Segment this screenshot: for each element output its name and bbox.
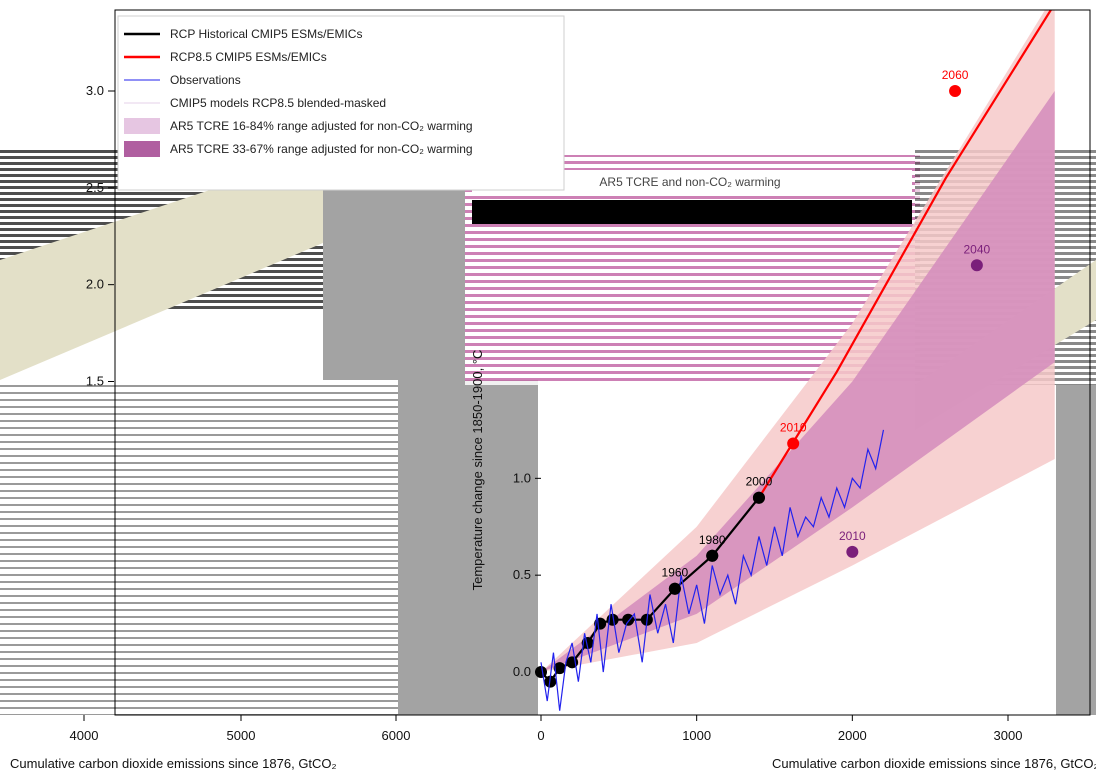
series-point-hist-1 [544, 675, 557, 688]
legend-swatch-5 [124, 141, 160, 157]
tcre-bands [541, 10, 1055, 672]
band-33-67% [541, 91, 1055, 672]
year-marker-label-3: 2010 [780, 420, 807, 434]
series-point-hist-4 [581, 636, 594, 649]
y-tick-label-6: 3.0 [86, 83, 104, 98]
legend-label-1: RCP8.5 CMIP5 ESMs/EMICs [170, 50, 327, 64]
year-marker-label-5: 2040 [964, 242, 991, 256]
glitch-black-bar [472, 200, 912, 224]
x-tick-label-2: 2000 [838, 728, 867, 743]
legend: RCP Historical CMIP5 ESMs/EMICs RCP8.5 CM… [117, 15, 565, 191]
annotation-label: AR5 TCRE and non-CO₂ warming [599, 175, 780, 189]
legend-box [117, 15, 565, 191]
year-markers: 1960 1980 2000 2010 2060 2040 2010 [662, 68, 991, 595]
glitch-grey-block [323, 155, 465, 380]
x-tick-left-label-1: 5000 [227, 728, 256, 743]
series-point-hist-7 [622, 613, 635, 626]
y-tick-label-5: 2.5 [86, 180, 104, 195]
year-marker-dot-2 [752, 491, 765, 504]
year-marker-label-1: 1980 [699, 533, 726, 547]
x-tick-label-3: 3000 [994, 728, 1023, 743]
y-axis-label: Temperature change since 1850-1900, °C [470, 350, 485, 591]
year-marker-dot-0 [668, 582, 681, 595]
legend-label-5: AR5 TCRE 33-67% range adjusted for non-C… [170, 142, 473, 156]
y-tick-label-2: 1.0 [513, 470, 531, 485]
x-tick-label-0: 0 [537, 728, 544, 743]
x-tick-label-1: 1000 [682, 728, 711, 743]
x-axis-label-left-fragment: Cumulative carbon dioxide emissions sinc… [10, 756, 337, 771]
x-tick-left-label-2: 6000 [382, 728, 411, 743]
year-marker-dot-4 [949, 85, 962, 97]
y-tick-label-4: 2.0 [86, 277, 104, 292]
glitch-stripes-left [0, 380, 400, 715]
y-tick-label-0: 0.0 [513, 664, 531, 679]
x-axis-label: Cumulative carbon dioxide emissions sinc… [772, 756, 1096, 771]
band-16-84% [541, 10, 1055, 672]
year-marker-label-6: 2010 [839, 529, 866, 543]
series-line-2 [540, 429, 885, 711]
year-marker-dot-5 [970, 259, 983, 272]
year-marker-label-4: 2060 [942, 68, 969, 82]
year-marker-dot-6 [846, 545, 859, 558]
glitch-annotation-box [472, 170, 912, 192]
series-line-1 [757, 10, 1053, 499]
legend-label-3: CMIP5 models RCP8.5 blended-masked [170, 96, 386, 110]
glitch-grey-column [398, 380, 538, 715]
plot-frame [114, 9, 1091, 716]
x-axis-ticks-left-fragment: 4000 5000 6000 [70, 715, 411, 743]
legend-label-2: Observations [170, 73, 241, 87]
x-tick-left-label-0: 4000 [70, 728, 99, 743]
x-axis-ticks: 0 1000 2000 3000 [537, 715, 1022, 743]
legend-label-0: RCP Historical CMIP5 ESMs/EMICs [170, 27, 362, 41]
glitch-grey-edge [1056, 385, 1096, 715]
year-marker-label-0: 1960 [662, 566, 689, 580]
year-marker-label-2: 2000 [746, 475, 773, 489]
year-marker-dot-3 [787, 437, 800, 450]
y-axis-ticks: 0.0 0.5 1.0 1.5 2.0 2.5 3.0 [86, 83, 541, 679]
legend-label-4: AR5 TCRE 16-84% range adjusted for non-C… [170, 119, 473, 133]
series-point-hist-2 [553, 662, 566, 675]
y-tick-label-1: 0.5 [513, 567, 531, 582]
legend-swatch-4 [124, 118, 160, 134]
year-marker-dot-1 [706, 549, 719, 562]
y-tick-label-3: 1.5 [86, 374, 104, 389]
plot-area: 1960 1980 2000 2010 2060 2040 2010 [535, 10, 1055, 711]
glitch-beige-band [0, 150, 330, 380]
